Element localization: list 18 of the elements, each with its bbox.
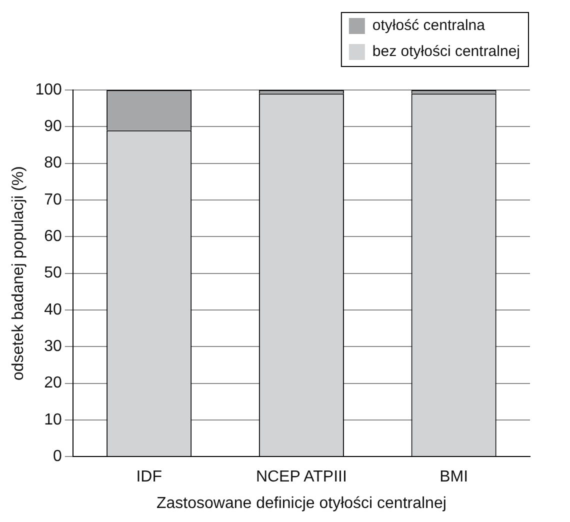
y-tick-label: 30 — [44, 338, 62, 356]
x-tick-label: NCEP ATPIII — [256, 468, 347, 486]
y-tick-label: 50 — [44, 264, 62, 282]
y-tick-label: 80 — [44, 154, 62, 172]
y-tick-label: 70 — [44, 191, 62, 208]
y-tick-label: 90 — [44, 118, 62, 136]
x-tick-label: BMI — [440, 468, 468, 486]
legend-label: otyłość centralna — [372, 17, 486, 34]
y-tick-label: 20 — [44, 374, 62, 392]
y-tick-label: 40 — [44, 301, 62, 318]
y-tick-label: 10 — [44, 411, 62, 428]
y-tick-label: 0 — [52, 448, 62, 466]
x-tick-label: IDF — [136, 468, 162, 486]
legend-label: bez otyłości centralnej — [372, 43, 520, 60]
x-axis-title: Zastosowane definicje otyłości centralnej — [156, 494, 446, 512]
y-axis-title: odsetek badanej populacji (%) — [10, 166, 28, 380]
y-tick-label: 100 — [35, 81, 62, 98]
y-tick-label: 60 — [44, 228, 62, 246]
